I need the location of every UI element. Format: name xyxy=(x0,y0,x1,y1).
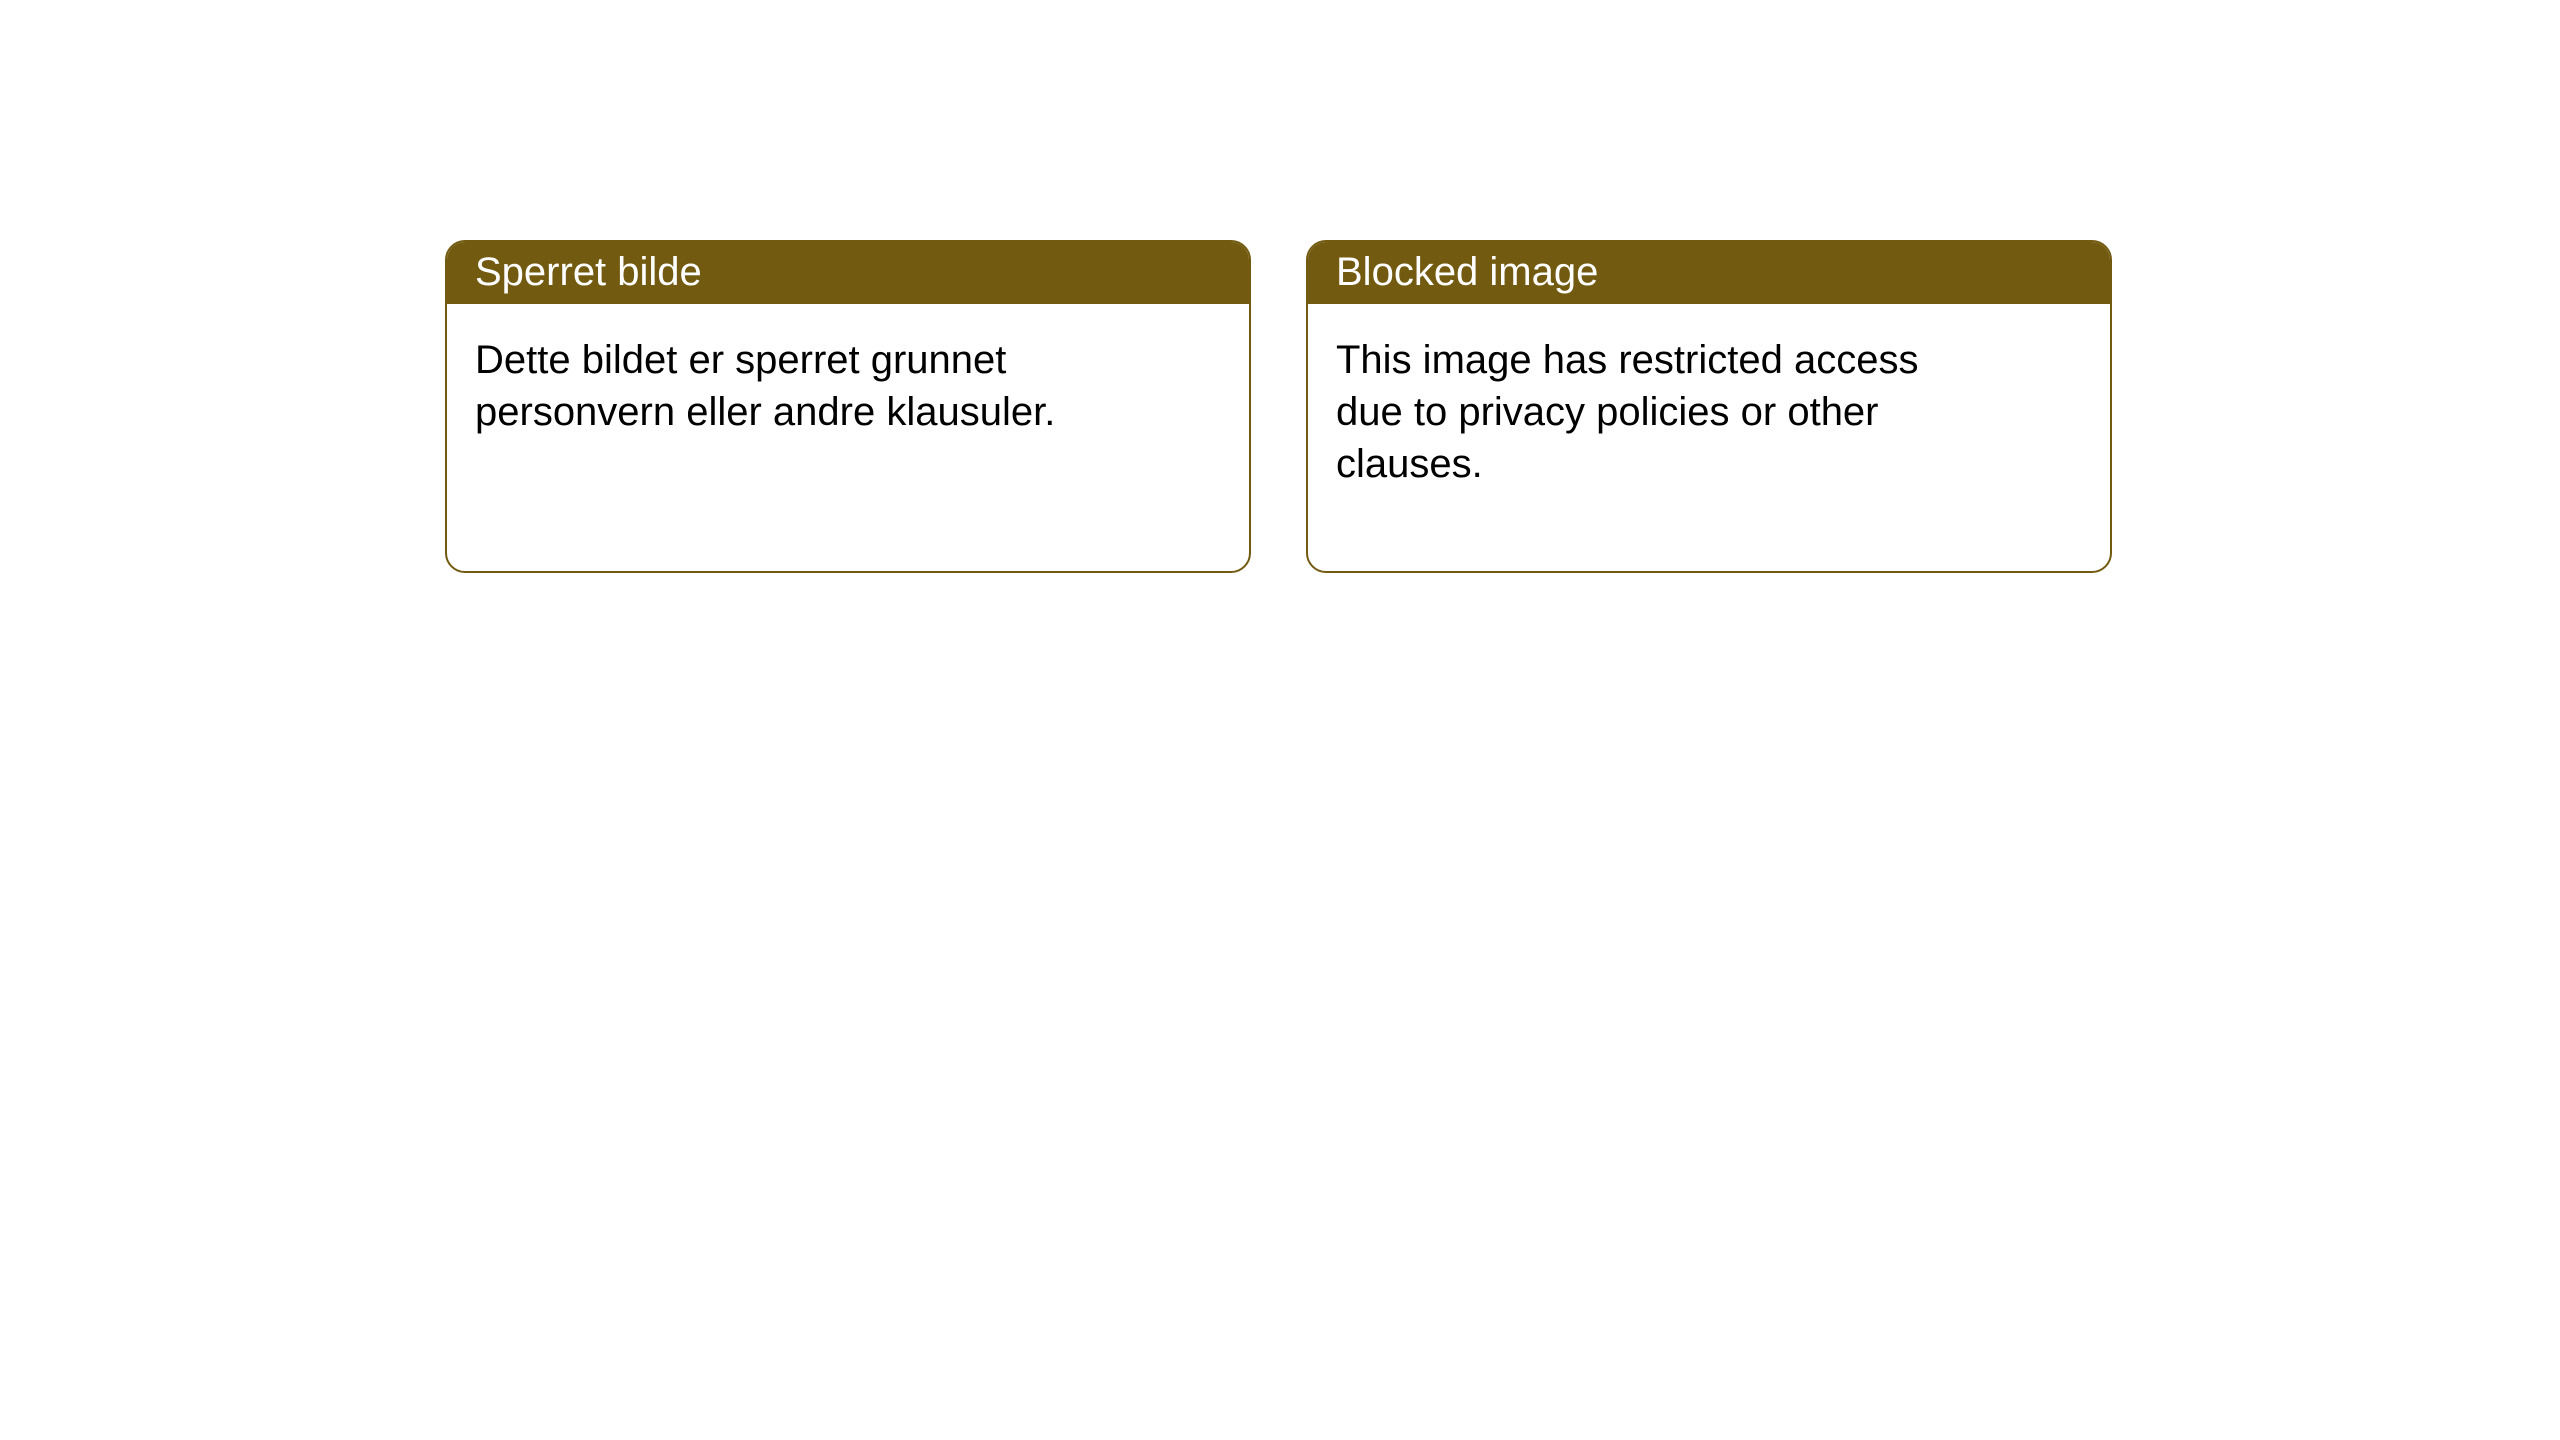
blocked-image-card-norwegian: Sperret bilde Dette bildet er sperret gr… xyxy=(445,240,1251,573)
card-title-norwegian: Sperret bilde xyxy=(447,242,1249,304)
card-title-english: Blocked image xyxy=(1308,242,2110,304)
card-body-norwegian: Dette bildet er sperret grunnet personve… xyxy=(447,304,1147,468)
notice-cards-container: Sperret bilde Dette bildet er sperret gr… xyxy=(0,0,2560,573)
card-body-english: This image has restricted access due to … xyxy=(1308,304,2008,520)
blocked-image-card-english: Blocked image This image has restricted … xyxy=(1306,240,2112,573)
